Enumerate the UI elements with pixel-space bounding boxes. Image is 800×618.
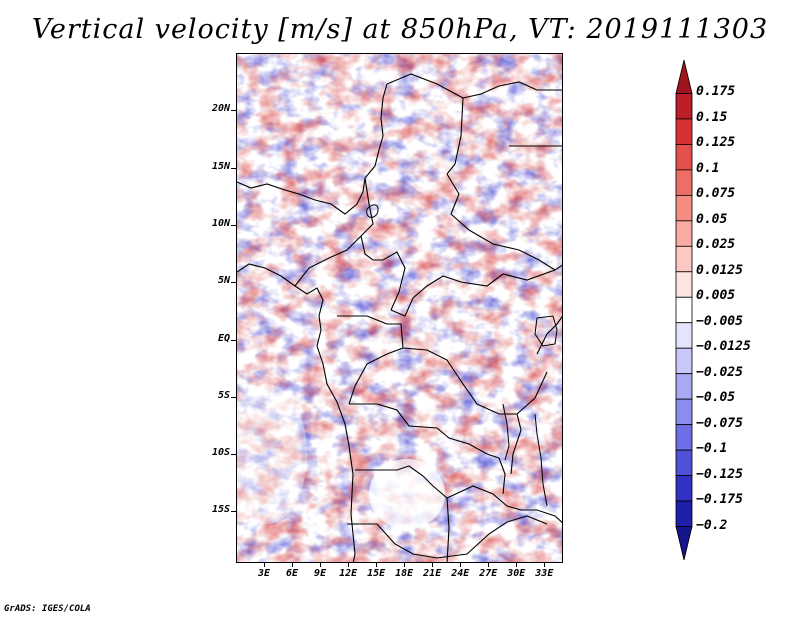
longitude-tick: [292, 563, 294, 567]
colorbar-level-label: 0.025: [696, 237, 736, 253]
longitude-tick: [432, 563, 434, 567]
grads-credit: GrADS: IGES/COLA: [4, 604, 91, 614]
longitude-label: 27E: [479, 568, 498, 579]
colorbar-level-label: 0.175: [696, 84, 736, 100]
latitude-label: 20N: [211, 103, 230, 115]
colorbar-swatch: [675, 144, 693, 171]
latitude-tick: [231, 511, 236, 513]
colorbar-swatch: [675, 475, 693, 502]
latitude-tick: [231, 454, 236, 456]
colorbar-level-label: 0.0125: [696, 262, 743, 278]
colorbar: [675, 60, 693, 560]
longitude-label: 12E: [339, 568, 358, 579]
colorbar-level-label: 0.005: [696, 288, 736, 304]
latitude-label: 5S: [217, 389, 230, 401]
longitude-tick: [348, 563, 350, 567]
latitude-tick: [231, 224, 236, 226]
colorbar-swatch: [675, 118, 693, 145]
latitude-tick: [231, 110, 236, 112]
latitude-label: 10N: [211, 217, 230, 229]
colorbar-swatch: [675, 194, 693, 222]
latitude-tick: [231, 339, 236, 341]
weak-motion-area: [369, 459, 445, 529]
lake-outlines: [366, 204, 558, 507]
colorbar-swatch: [675, 169, 693, 196]
latitude-tick: [231, 282, 236, 284]
colorbar-level-label: −0.025: [696, 364, 743, 380]
map-title: Vertical velocity [m/s] at 850hPa, VT: 2…: [31, 14, 769, 45]
colorbar-level-label: 0.1: [696, 160, 720, 176]
latitude-label: 15S: [211, 504, 230, 516]
colorbar-swatch: [675, 296, 693, 324]
latitude-label: EQ: [217, 332, 230, 344]
ocean-weak-area: [237, 384, 307, 524]
colorbar-level-label: −0.175: [696, 492, 743, 508]
colorbar-level-label: −0.1: [696, 441, 728, 457]
colorbar-swatch: [675, 60, 693, 94]
colorbar-level-label: 0.075: [696, 186, 736, 202]
colorbar-swatch: [675, 93, 693, 120]
latitude-tick: [231, 396, 236, 398]
vertical-velocity-field: [237, 54, 562, 562]
country-borders: [237, 73, 562, 562]
longitude-tick: [404, 563, 406, 567]
colorbar-swatch: [675, 373, 693, 400]
colorbar-swatch: [675, 347, 693, 375]
latitude-label: 15N: [211, 160, 230, 172]
latitude-tick: [231, 167, 236, 169]
colorbar-level-label: 0.15: [696, 109, 728, 125]
latitude-label: 5N: [217, 275, 230, 287]
longitude-label: 9E: [314, 568, 327, 579]
colorbar-level-label: −0.075: [696, 415, 743, 431]
longitude-label: 24E: [451, 568, 470, 579]
colorbar-level-label: −0.2: [696, 517, 728, 533]
colorbar-swatch: [675, 220, 693, 247]
colorbar-level-label: −0.05: [696, 390, 736, 406]
colorbar-level-label: 0.05: [696, 211, 728, 227]
colorbar-swatch: [675, 449, 693, 476]
longitude-tick: [488, 563, 490, 567]
longitude-label: 3E: [257, 568, 271, 579]
longitude-label: 33E: [535, 568, 554, 579]
longitude-tick: [376, 563, 378, 567]
colorbar-level-label: −0.125: [696, 466, 743, 482]
map-panel: [236, 53, 563, 563]
colorbar-level-label: −0.005: [696, 313, 743, 329]
colorbar-swatch: [675, 526, 693, 560]
longitude-label: 30E: [507, 568, 526, 579]
colorbar-level-label: −0.0125: [696, 339, 751, 355]
longitude-label: 18E: [395, 568, 414, 579]
colorbar-swatch: [675, 398, 693, 426]
longitude-tick: [460, 563, 462, 567]
colorbar-swatch: [675, 271, 693, 298]
longitude-label: 15E: [367, 568, 386, 579]
colorbar-level-label: 0.125: [696, 135, 736, 151]
longitude-tick: [264, 563, 266, 567]
colorbar-swatch: [675, 245, 693, 273]
longitude-tick: [544, 563, 546, 567]
longitude-label: 6E: [286, 568, 299, 579]
latitude-label: 10S: [211, 447, 230, 459]
longitude-tick: [516, 563, 518, 567]
colorbar-swatch: [675, 500, 693, 527]
colorbar-swatch: [675, 424, 693, 451]
colorbar-swatch: [675, 322, 693, 349]
longitude-label: 21E: [423, 568, 442, 579]
longitude-tick: [320, 563, 322, 567]
